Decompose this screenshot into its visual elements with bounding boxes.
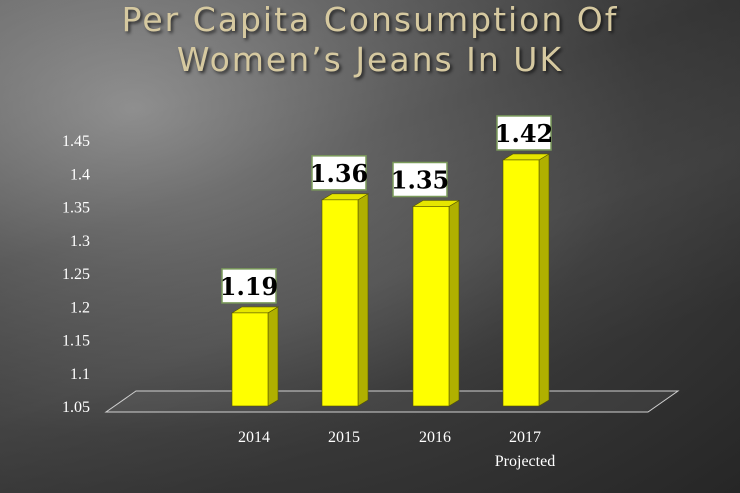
chart-title-line-2: Women’s Jeans In UK: [176, 40, 564, 79]
y-tick-label: 1.25: [62, 266, 90, 283]
data-label-2016: 1.35: [391, 161, 449, 198]
chart-title: Per Capita Consumption Of Women’s Jeans …: [0, 0, 740, 80]
x-tick-label: 2014: [238, 429, 270, 446]
bar-front: [502, 159, 540, 407]
data-label-2017: 1.42: [495, 115, 553, 151]
data-label-2014: 1.19: [220, 268, 278, 304]
data-label-text: 1.36: [310, 159, 368, 188]
bar-2014: [230, 306, 280, 407]
data-label-text: 1.42: [495, 119, 553, 148]
bar-side: [538, 153, 550, 407]
y-tick-label: 1.15: [62, 333, 90, 350]
data-label-2015: 1.36: [310, 155, 368, 191]
data-label-box: [221, 268, 277, 304]
bar-2016: [411, 199, 461, 407]
y-tick-label: 1.35: [62, 200, 90, 217]
bar-2017: [501, 153, 551, 407]
bar-side: [357, 193, 369, 407]
data-label-text: 1.19: [220, 272, 278, 301]
data-label-box: [311, 155, 367, 191]
x-tick-label: 2016: [419, 429, 451, 446]
y-tick-label: 1.45: [62, 133, 90, 150]
data-labels: 1.19 1.36 1.35 1.42: [220, 115, 553, 304]
bar-side: [267, 306, 279, 407]
bar-front: [321, 199, 359, 407]
chart-floor-plane: [104, 390, 680, 413]
bar-side: [448, 199, 460, 407]
y-tick-label: 1.1: [70, 366, 90, 383]
y-tick-label: 1.4: [70, 166, 90, 183]
bars: [230, 153, 551, 407]
y-axis-ticks: 1.05 1.1 1.15 1.2 1.25 1.3 1.35 1.4 1.45: [62, 133, 90, 416]
bar-front: [231, 312, 269, 407]
x-tick-label: 2017: [509, 429, 541, 446]
x-axis-ticks: 2014 2015 2016 2017 Projected: [238, 429, 555, 470]
y-tick-label: 1.05: [62, 399, 90, 416]
data-label-text: 1.35: [391, 166, 449, 195]
x-tick-label: 2015: [328, 429, 360, 446]
data-label-box: [496, 115, 552, 151]
y-tick-label: 1.2: [70, 299, 90, 316]
bar-2015: [320, 193, 370, 407]
x-tick-sublabel: Projected: [495, 453, 555, 470]
chart-floor: [104, 390, 680, 413]
bar-front: [412, 206, 450, 407]
y-tick-label: 1.3: [70, 233, 90, 250]
chart-title-line-1: Per Capita Consumption Of: [121, 0, 619, 39]
data-label-box: [392, 161, 448, 198]
